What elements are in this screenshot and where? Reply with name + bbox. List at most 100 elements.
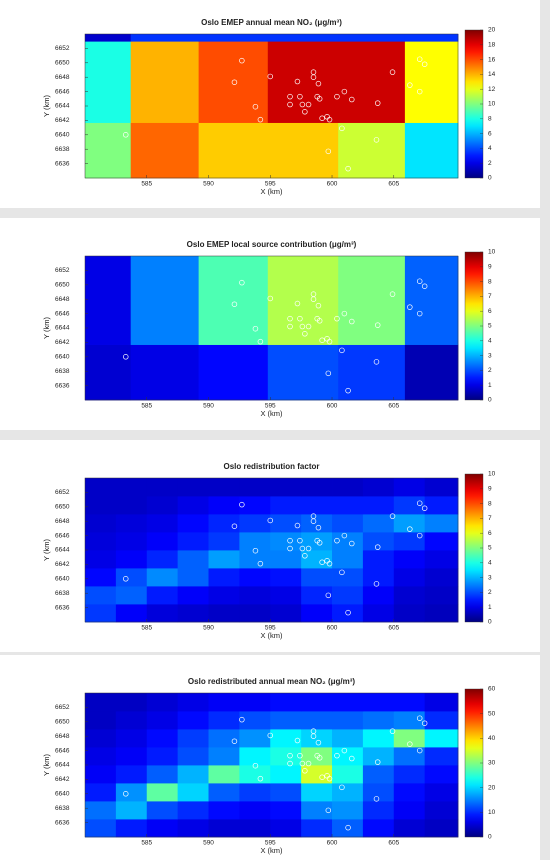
heatmap-cell — [116, 819, 147, 837]
heatmap-cell — [268, 34, 339, 42]
heatmap-cell — [301, 568, 332, 586]
heatmap-cell — [178, 765, 209, 783]
heatmap-cell — [85, 693, 116, 711]
heatmap-cell — [85, 345, 131, 401]
heatmap-cell — [178, 496, 209, 514]
x-tick-label: 605 — [388, 181, 399, 188]
heatmap-cell — [116, 711, 147, 729]
heatmap-cell — [394, 568, 425, 586]
heatmap-cell — [338, 256, 405, 345]
colorbar-tick-label: 0 — [488, 619, 492, 626]
heatmap-cell — [131, 34, 199, 42]
heatmap-cell — [209, 604, 240, 622]
colorbar-tick-label: 20 — [488, 27, 496, 34]
heatmap-cell — [425, 801, 459, 819]
heatmap-cell — [147, 514, 178, 532]
heatmap-cell — [147, 747, 178, 765]
heatmap-cell — [178, 586, 209, 604]
heatmap-cell — [425, 478, 459, 496]
heatmap-cell — [425, 532, 459, 550]
y-tick-label: 6642 — [55, 561, 70, 568]
colorbar-tick-label: 3 — [488, 574, 492, 581]
y-tick-label: 6652 — [55, 45, 70, 52]
heatmap-cell — [301, 604, 332, 622]
heatmap-cell — [116, 783, 147, 801]
heatmap-cell — [147, 496, 178, 514]
y-tick-label: 6638 — [55, 368, 70, 375]
heatmap-cell — [147, 568, 178, 586]
heatmap-cell — [116, 801, 147, 819]
y-tick-label: 6636 — [55, 604, 70, 611]
heatmap-cell — [405, 256, 459, 345]
heatmap-cell — [85, 819, 116, 837]
heatmap-cell — [85, 604, 116, 622]
heatmap-cell — [116, 765, 147, 783]
heatmap-cell — [131, 256, 199, 345]
heatmap-cell — [239, 532, 270, 550]
y-tick-label: 6652 — [55, 489, 70, 496]
heatmap-cell — [338, 41, 405, 123]
heatmap-cell — [332, 568, 363, 586]
heatmap-cell — [425, 568, 459, 586]
y-tick-label: 6644 — [55, 762, 70, 769]
heatmap-cell — [209, 478, 240, 496]
y-tick-label: 6642 — [55, 339, 70, 346]
colorbar-tick-label: 60 — [488, 686, 496, 693]
heatmap-cell — [270, 496, 301, 514]
colorbar-tick-label: 4 — [488, 338, 492, 345]
heatmap-cell — [239, 604, 270, 622]
heatmap-cell — [209, 568, 240, 586]
heatmap-cell — [116, 586, 147, 604]
x-tick-label: 600 — [327, 403, 338, 410]
heatmap-cell — [85, 496, 116, 514]
heatmap-cell — [85, 123, 131, 179]
colorbar-tick-label: 1 — [488, 604, 492, 611]
chart-title: Oslo EMEP annual mean NO₂ (μg/m³) — [201, 18, 342, 27]
heatmap-cell — [394, 532, 425, 550]
heatmap-cell — [209, 532, 240, 550]
heatmap-cell — [363, 532, 394, 550]
heatmap-cell — [425, 729, 459, 747]
colorbar-tick-label: 8 — [488, 500, 492, 507]
colorbar-tick-label: 1 — [488, 382, 492, 389]
page: Oslo EMEP annual mean NO₂ (μg/m³)5855905… — [0, 0, 550, 860]
heatmap-cell — [405, 123, 459, 179]
heatmap-cell — [332, 747, 363, 765]
heatmap-cell — [405, 345, 459, 401]
heatmap-cell — [425, 693, 459, 711]
heatmap-cell — [332, 765, 363, 783]
heatmap-cell — [116, 693, 147, 711]
heatmap-cell — [363, 514, 394, 532]
heatmap-cell — [363, 550, 394, 568]
heatmap-cell — [270, 783, 301, 801]
y-tick-label: 6646 — [55, 310, 70, 317]
heatmap-cell — [147, 532, 178, 550]
x-tick-label: 590 — [203, 625, 214, 632]
x-axis-label: X (km) — [260, 409, 283, 418]
y-tick-label: 6652 — [55, 704, 70, 711]
y-axis-label: Y (km) — [42, 539, 51, 561]
colorbar-tick-label: 10 — [488, 471, 496, 478]
heatmap-cell — [268, 345, 339, 401]
heatmap-cell — [270, 586, 301, 604]
heatmap-cell — [178, 729, 209, 747]
heatmap-cell — [425, 514, 459, 532]
heatmap-cell — [147, 783, 178, 801]
y-tick-label: 6650 — [55, 60, 70, 67]
heatmap-cell — [338, 345, 405, 401]
colorbar-tick-label: 7 — [488, 515, 492, 522]
heatmap-cell — [405, 34, 459, 42]
heatmap-cell — [363, 496, 394, 514]
heatmap-cell — [199, 256, 269, 345]
heatmap-cell — [270, 711, 301, 729]
heatmap-cell — [332, 819, 363, 837]
heatmap-cell — [270, 693, 301, 711]
heatmap-cell — [363, 693, 394, 711]
heatmap-cell — [425, 604, 459, 622]
y-tick-label: 6650 — [55, 504, 70, 511]
x-tick-label: 590 — [203, 840, 214, 847]
heatmap-cell — [209, 801, 240, 819]
heatmap-cell — [209, 819, 240, 837]
heatmap-cell — [363, 586, 394, 604]
